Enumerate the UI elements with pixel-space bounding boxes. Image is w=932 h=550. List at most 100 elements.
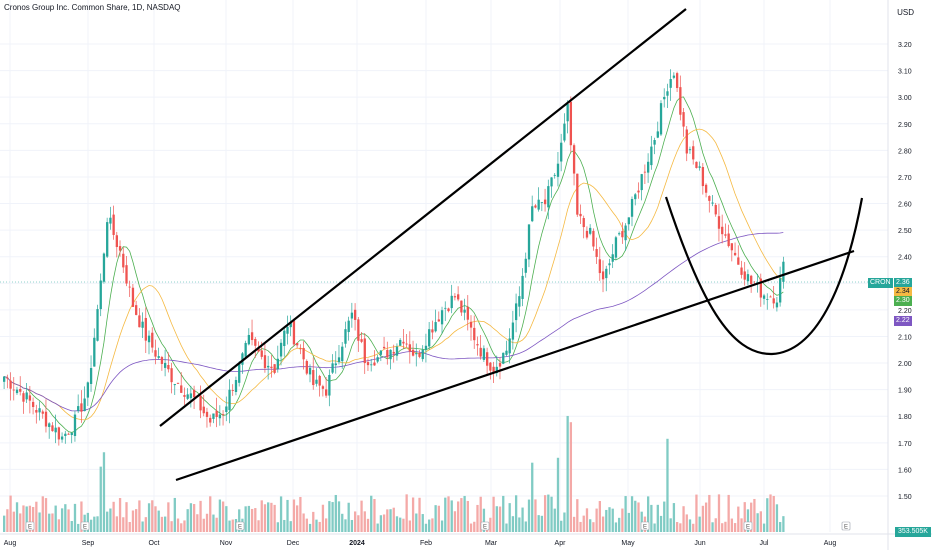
volume-bar bbox=[469, 523, 473, 532]
x-tick-label: Jun bbox=[694, 540, 705, 547]
volume-bar bbox=[89, 519, 93, 532]
candle-body bbox=[321, 386, 325, 389]
candle-body bbox=[31, 401, 35, 408]
volume-bar bbox=[582, 515, 585, 532]
volume-bar bbox=[527, 499, 531, 532]
volume-bar bbox=[405, 494, 408, 532]
earnings-marker[interactable] bbox=[25, 521, 35, 531]
volume-bar bbox=[766, 498, 769, 532]
volume-bar bbox=[28, 505, 32, 532]
volume-bar bbox=[556, 457, 560, 532]
candle-body bbox=[531, 206, 534, 222]
candle-body bbox=[595, 249, 598, 257]
volume-bar bbox=[270, 502, 273, 532]
volume-bar bbox=[173, 497, 176, 532]
volume-bar bbox=[48, 513, 51, 532]
candle-body bbox=[444, 307, 447, 309]
candle-body bbox=[382, 346, 386, 349]
candle-body bbox=[521, 275, 524, 299]
volume-bar bbox=[524, 521, 527, 532]
candle-body bbox=[601, 271, 605, 280]
candle-body bbox=[183, 395, 186, 397]
candle-body bbox=[51, 425, 54, 432]
candle-body bbox=[270, 366, 273, 368]
candle-body bbox=[279, 342, 283, 357]
candle-body bbox=[589, 227, 592, 234]
candle-body bbox=[527, 224, 531, 260]
volume-bar bbox=[96, 516, 99, 532]
candle-body bbox=[260, 350, 263, 357]
candle-body bbox=[276, 358, 279, 370]
candle-body bbox=[740, 267, 743, 275]
candle-body bbox=[186, 394, 189, 399]
volume-bar bbox=[450, 500, 453, 532]
candle-body bbox=[605, 268, 608, 279]
candle-body bbox=[653, 140, 656, 145]
volume-bar bbox=[41, 496, 44, 532]
volume-bar bbox=[196, 514, 199, 532]
candle-body bbox=[733, 252, 737, 256]
volume-bar bbox=[228, 520, 231, 532]
ma-long-tag: 2.22 bbox=[894, 316, 912, 326]
candle-body bbox=[431, 329, 434, 333]
volume-bar bbox=[759, 511, 762, 532]
earnings-marker[interactable] bbox=[80, 521, 90, 531]
volume-bar bbox=[647, 496, 650, 532]
y-tick-label: 1.70 bbox=[898, 441, 912, 448]
volume-bar bbox=[395, 516, 399, 532]
candle-body bbox=[67, 433, 70, 435]
volume-bar bbox=[212, 514, 215, 532]
candle-body bbox=[212, 413, 215, 419]
candle-body bbox=[99, 280, 102, 310]
symbol-tag: CRON bbox=[868, 278, 893, 288]
volume-bar bbox=[19, 513, 22, 532]
candle-body bbox=[347, 320, 350, 333]
volume-bar bbox=[389, 509, 392, 532]
volume-bar bbox=[560, 520, 563, 532]
volume-bar bbox=[653, 523, 656, 532]
candle-body bbox=[511, 322, 515, 340]
volume-bar bbox=[250, 508, 254, 532]
volume-bar bbox=[180, 523, 183, 532]
earnings-marker[interactable] bbox=[841, 521, 851, 531]
volume-bar bbox=[714, 518, 717, 532]
y-tick-label: 2.20 bbox=[898, 308, 912, 315]
volume-bar bbox=[740, 518, 743, 532]
volume-bar bbox=[80, 501, 83, 532]
volume-bar bbox=[15, 502, 19, 532]
volume-bar bbox=[762, 523, 766, 532]
volume-bar bbox=[411, 497, 415, 532]
candle-body bbox=[547, 186, 550, 208]
candle-body bbox=[77, 406, 80, 411]
x-tick-label: Apr bbox=[555, 540, 567, 547]
candle-body bbox=[325, 389, 328, 396]
y-tick-label: 2.90 bbox=[898, 122, 912, 129]
candle-body bbox=[205, 411, 209, 417]
volume-bar bbox=[775, 504, 779, 532]
candle-body bbox=[328, 374, 331, 396]
candle-body bbox=[592, 230, 595, 247]
volume-bar bbox=[460, 498, 463, 532]
volume-bar bbox=[9, 495, 12, 532]
candle-body bbox=[344, 329, 347, 344]
volume-bar bbox=[315, 519, 318, 532]
candle-body bbox=[675, 73, 679, 89]
volume-bar bbox=[360, 500, 363, 532]
earnings-marker[interactable] bbox=[480, 521, 490, 531]
volume-bar bbox=[392, 507, 395, 532]
y-tick-label: 2.10 bbox=[898, 334, 912, 341]
candle-body bbox=[618, 233, 621, 235]
earnings-marker[interactable] bbox=[640, 521, 650, 531]
candle-body bbox=[141, 321, 144, 328]
volume-bar bbox=[553, 508, 556, 532]
earnings-marker[interactable] bbox=[235, 521, 245, 531]
volume-bar bbox=[779, 522, 782, 532]
volume-bar bbox=[328, 501, 331, 532]
candle-body bbox=[415, 353, 418, 355]
candle-body bbox=[170, 368, 173, 383]
earnings-marker[interactable] bbox=[743, 521, 753, 531]
volume-bar bbox=[711, 522, 714, 532]
volume-bar bbox=[666, 438, 669, 532]
volume-bar bbox=[131, 510, 135, 532]
